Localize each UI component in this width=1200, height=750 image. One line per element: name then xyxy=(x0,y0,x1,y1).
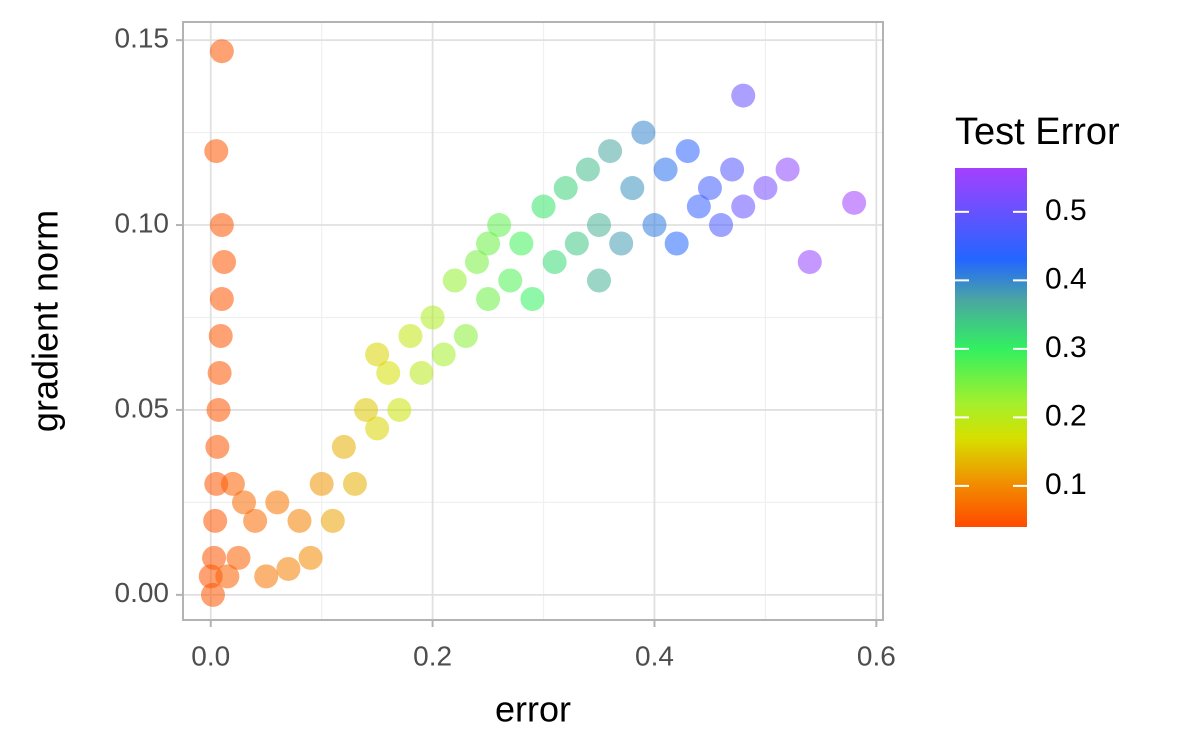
point xyxy=(642,213,667,238)
point xyxy=(331,434,356,459)
point xyxy=(309,471,334,496)
point xyxy=(587,268,612,293)
point xyxy=(254,564,279,589)
point xyxy=(731,83,756,108)
point xyxy=(204,471,229,496)
point xyxy=(476,231,501,256)
point xyxy=(420,305,445,330)
point xyxy=(206,397,231,422)
x-tick-label: 0.4 xyxy=(635,640,674,671)
colorbar xyxy=(955,168,1027,527)
point xyxy=(209,286,234,311)
point xyxy=(598,139,623,164)
legend-title: Test Error xyxy=(955,111,1120,153)
point xyxy=(208,323,233,348)
point xyxy=(509,231,534,256)
point xyxy=(564,231,589,256)
colorbar-tick-label: 0.3 xyxy=(1045,331,1087,364)
point xyxy=(775,157,800,182)
point xyxy=(609,231,634,256)
x-tick-label: 0.0 xyxy=(191,640,230,671)
point xyxy=(542,250,567,275)
point xyxy=(387,397,412,422)
colorbar-tick-label: 0.4 xyxy=(1045,262,1087,295)
point xyxy=(553,176,578,201)
point xyxy=(354,397,379,422)
point xyxy=(398,323,423,348)
point xyxy=(731,194,756,219)
point xyxy=(697,176,722,201)
point xyxy=(453,323,478,348)
point xyxy=(287,508,312,533)
point xyxy=(686,194,711,219)
point xyxy=(431,342,456,367)
point xyxy=(464,250,489,275)
point xyxy=(215,564,240,589)
point xyxy=(200,582,225,607)
point xyxy=(209,213,234,238)
point xyxy=(442,268,467,293)
point xyxy=(653,157,678,182)
point xyxy=(226,545,251,570)
point xyxy=(376,360,401,385)
point xyxy=(487,213,512,238)
point xyxy=(365,416,390,441)
point xyxy=(709,213,734,238)
point xyxy=(205,434,230,459)
y-tick-label: 0.00 xyxy=(115,577,170,608)
point xyxy=(202,545,227,570)
point xyxy=(207,360,232,385)
point xyxy=(842,190,867,215)
y-tick-label: 0.15 xyxy=(115,23,170,54)
point xyxy=(631,120,656,145)
point xyxy=(220,471,245,496)
point xyxy=(675,139,700,164)
point xyxy=(209,39,234,64)
x-tick-label: 0.6 xyxy=(857,640,896,671)
axes: 0.0 0.2 0.4 0.6 0.00 0.05 0.10 0.15 xyxy=(115,23,896,672)
point xyxy=(498,268,523,293)
point xyxy=(198,564,223,589)
point xyxy=(320,508,345,533)
point xyxy=(232,490,257,515)
point xyxy=(587,213,612,238)
point xyxy=(203,508,228,533)
legend: 0.1 0.2 0.3 0.4 0.5 xyxy=(955,194,1087,501)
point xyxy=(298,545,323,570)
point xyxy=(753,176,778,201)
point xyxy=(575,157,600,182)
y-tick-label: 0.05 xyxy=(115,392,170,423)
point xyxy=(265,490,290,515)
point xyxy=(276,556,301,581)
panel-border xyxy=(182,21,884,621)
colorbar-tick-label: 0.1 xyxy=(1045,468,1087,501)
grid xyxy=(183,22,883,620)
point xyxy=(797,250,822,275)
point xyxy=(243,508,268,533)
point xyxy=(476,286,501,311)
point xyxy=(664,231,689,256)
point xyxy=(720,157,745,182)
point xyxy=(365,342,390,367)
y-axis-title: gradient norm xyxy=(25,210,66,432)
point xyxy=(520,286,545,311)
point xyxy=(620,176,645,201)
colorbar-tick-label: 0.2 xyxy=(1045,399,1087,432)
y-tick-label: 0.10 xyxy=(115,207,170,238)
x-axis-title: error xyxy=(495,689,571,730)
x-tick-label: 0.2 xyxy=(413,640,452,671)
colorbar-tick-label: 0.5 xyxy=(1045,194,1087,227)
points xyxy=(198,39,867,607)
point xyxy=(342,471,367,496)
point xyxy=(204,139,229,164)
point xyxy=(212,250,237,275)
point xyxy=(409,360,434,385)
point xyxy=(531,194,556,219)
